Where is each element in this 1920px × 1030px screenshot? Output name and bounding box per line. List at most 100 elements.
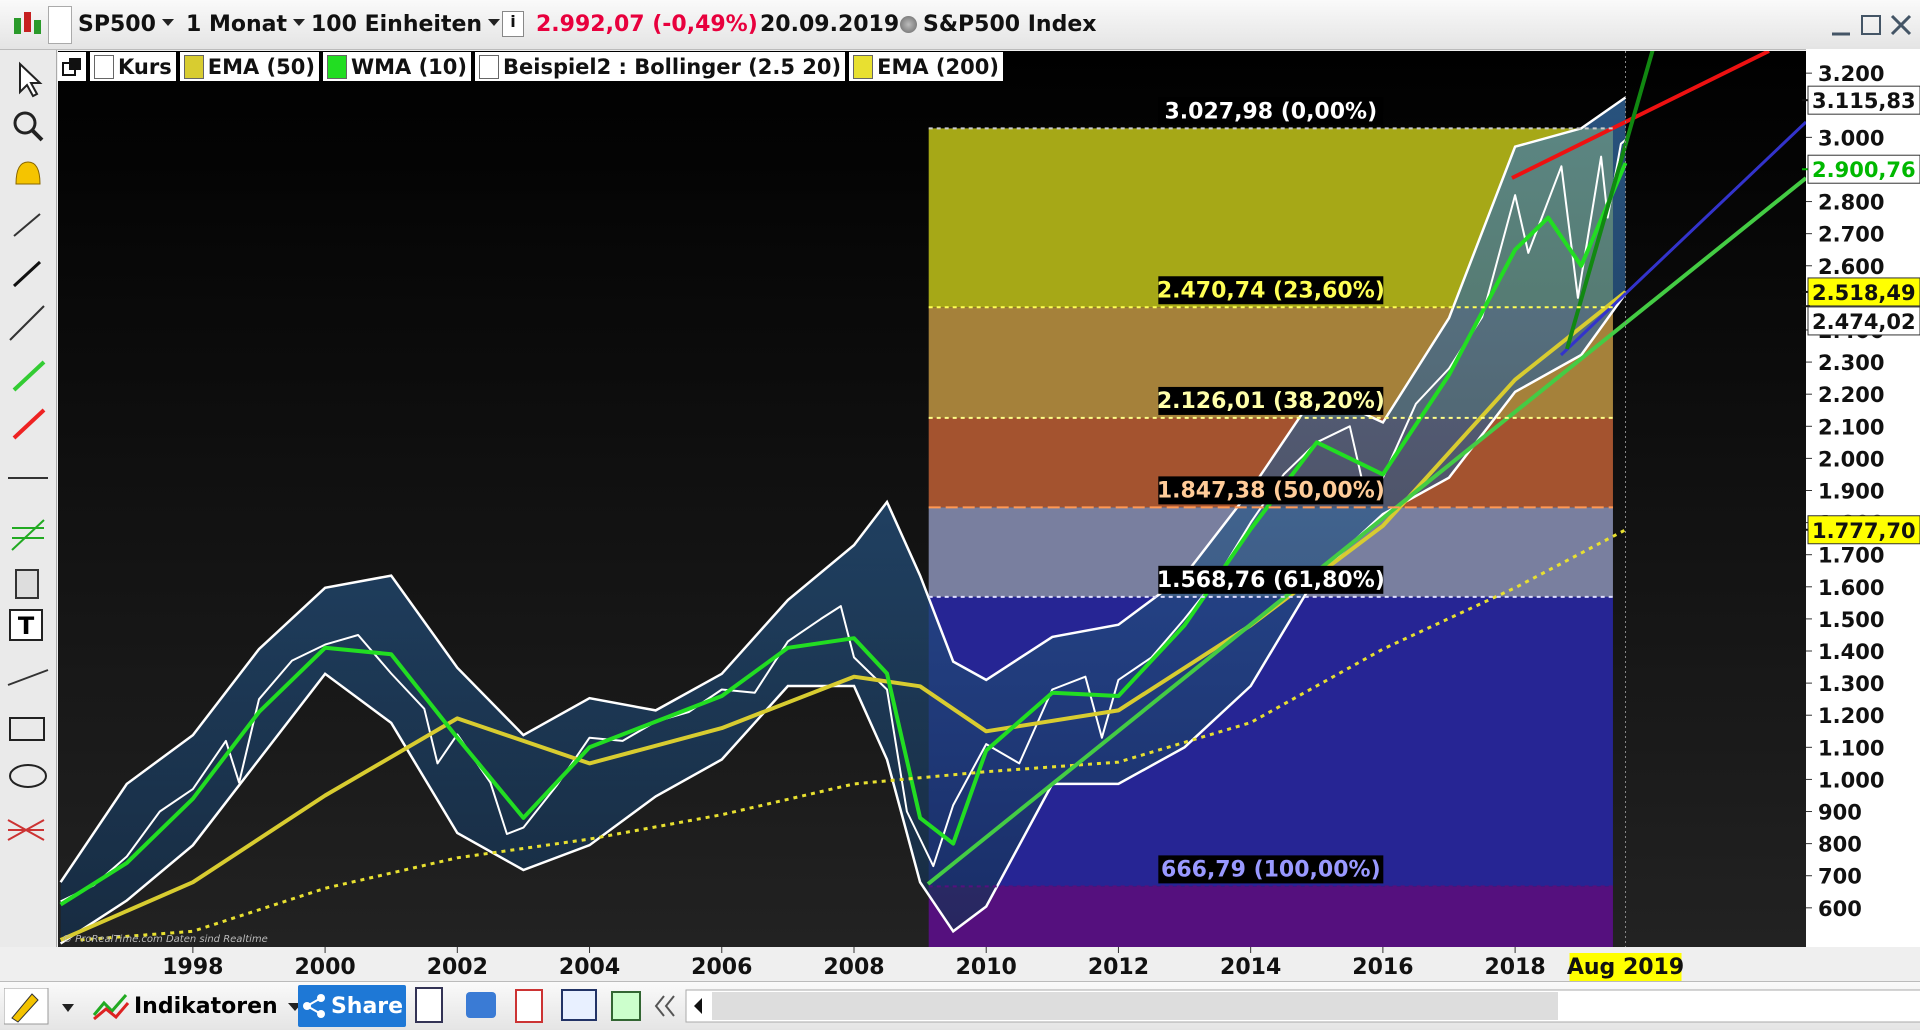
price-label: 2.900,76 [1812, 158, 1916, 182]
fib-label-box [1158, 276, 1384, 305]
y-tick-label: 2.800 [1818, 191, 1884, 215]
top-toolbar: SP500 1 Monat 100 Einheiten i 2.992,07 (… [0, 0, 1920, 50]
y-tick-label: 600 [1818, 897, 1862, 921]
window-controls[interactable] [1830, 12, 1914, 38]
y-tick-label: 800 [1818, 833, 1862, 857]
price-label: 2.518,49 [1812, 281, 1916, 305]
y-tick-label: 1.000 [1818, 768, 1884, 792]
fib-label-box [1158, 386, 1384, 415]
legend-item[interactable]: Beispiel2 : Bollinger (2.5 20) [475, 52, 846, 81]
y-tick-label: 2.000 [1818, 447, 1884, 471]
price-label-box [1807, 277, 1920, 307]
last-price: 2.992,07 (-0,49%) [536, 12, 758, 37]
fib-level-label: 666,79 (100,00%) [1161, 857, 1381, 882]
x-tick-label: 2004 [559, 955, 620, 980]
price-label: 3.115,83 [1812, 89, 1916, 113]
legend-label[interactable]: WMA (10) [350, 54, 467, 79]
x-tick-label: 2002 [427, 955, 488, 980]
fib-label-box [1158, 476, 1384, 505]
legend-swatch [326, 54, 347, 79]
y-tick-label: 1.200 [1818, 704, 1884, 728]
y-tick-label: 700 [1818, 865, 1862, 889]
y-tick-label: 1.700 [1818, 544, 1884, 568]
legend-swatch [479, 54, 499, 79]
price-label-box [1807, 515, 1920, 545]
series-line [60, 139, 1627, 903]
fib-label-box [1158, 97, 1384, 126]
date: 20.09.2019 [760, 12, 900, 37]
trendline[interactable] [1559, 120, 1806, 357]
trendline[interactable] [1565, 49, 1655, 350]
legend-label[interactable]: Beispiel2 : Bollinger (2.5 20) [503, 54, 842, 79]
chart: 3.027,98 (0,00%) 2.470,74 (23,60%) 2.126,0… [58, 49, 1920, 981]
units-select[interactable]: 100 Einheiten [311, 12, 500, 37]
y-tick-label: 2.300 [1818, 351, 1884, 375]
y-tick-label: 900 [1818, 801, 1862, 825]
fib-level-label: 1.847,38 (50,00%) [1157, 478, 1385, 503]
legend-label[interactable]: Kurs [118, 54, 172, 79]
trendline[interactable] [1511, 51, 1770, 180]
y-tick-label: 2.600 [1818, 255, 1884, 279]
price-axis-bg [1806, 49, 1920, 981]
legend-label[interactable]: EMA (200) [877, 54, 999, 79]
y-tick-label: 2.700 [1818, 223, 1884, 247]
y-tick-label: 2.100 [1818, 415, 1884, 439]
y-tick-label: 3.000 [1818, 126, 1884, 150]
instrument: S&P500 Index [923, 12, 1097, 37]
y-tick-label: 1.100 [1818, 736, 1884, 760]
price-label-box [1807, 154, 1920, 184]
y-tick-label: 1.400 [1818, 640, 1884, 664]
x-tick-label: 1998 [162, 955, 223, 980]
price-label-box [1807, 85, 1920, 115]
trendline[interactable] [926, 176, 1806, 886]
y-tick-label: 1.600 [1818, 576, 1884, 600]
price-label: 2.474,02 [1812, 310, 1916, 334]
x-tick-label: 2014 [1220, 955, 1281, 980]
legend-label[interactable]: EMA (50) [207, 54, 315, 79]
info-icon[interactable]: i [502, 11, 524, 37]
x-annotation-box [1569, 953, 1682, 981]
y-tick-label: 2.200 [1818, 383, 1884, 407]
y-tick-label: 1.300 [1818, 672, 1884, 696]
fib-label-box [1158, 565, 1384, 594]
legend-item[interactable]: Kurs [90, 52, 176, 81]
y-tick-label: 1.500 [1818, 608, 1884, 632]
indicators-label[interactable]: Indikatoren [134, 993, 278, 1019]
status-dot [900, 16, 917, 33]
period-select[interactable]: 1 Monat [186, 12, 305, 37]
x-tick-label: 2018 [1484, 955, 1545, 980]
tool-panel: T [0, 50, 57, 980]
x-tick-label: 2016 [1352, 955, 1413, 980]
bottom-icons[interactable] [412, 984, 1920, 1028]
symbol-select[interactable]: SP500 [78, 12, 174, 37]
legend-swatch [853, 54, 874, 79]
y-tick-label: 1.900 [1818, 479, 1884, 503]
legend-swatch [183, 54, 204, 79]
fib-level-label: 2.470,74 (23,60%) [1157, 278, 1385, 303]
fib-level-label: 2.126,01 (38,20%) [1157, 389, 1385, 414]
x-tick-label: 2006 [691, 955, 752, 980]
indicators-button[interactable]: Indikatoren [92, 985, 302, 1027]
fib-label-box [1158, 855, 1384, 884]
svg-text:T: T [18, 612, 35, 640]
legend: Kurs EMA (50) WMA (10) Beispiel2 : Bollinge… [58, 52, 1003, 81]
drawing-tool[interactable] [4, 988, 84, 1026]
y-tick-label: 3.200 [1818, 62, 1884, 86]
legend-item[interactable]: WMA (10) [322, 52, 471, 81]
legend-icon[interactable] [58, 52, 86, 81]
fib-zone [928, 886, 1613, 947]
legend-item[interactable]: EMA (50) [179, 52, 319, 81]
x-tick-label: 2010 [956, 955, 1017, 980]
legend-item[interactable]: EMA (200) [849, 52, 1003, 81]
fib-level-label: 1.568,76 (61,80%) [1157, 568, 1385, 593]
watermark: © ProRealTime.com Daten sind Realtime [62, 934, 268, 945]
fib-level-label: 3.027,98 (0,00%) [1164, 99, 1377, 124]
share-label[interactable]: Share [330, 993, 404, 1019]
price-label: 1.777,70 [1812, 519, 1916, 543]
chart-icon[interactable] [10, 8, 44, 42]
drawn-trendlines [926, 49, 1806, 886]
price-label-box [1807, 306, 1920, 336]
share-button[interactable]: Share [298, 985, 406, 1027]
x-annotation-label: Aug 2019 [1567, 955, 1684, 980]
